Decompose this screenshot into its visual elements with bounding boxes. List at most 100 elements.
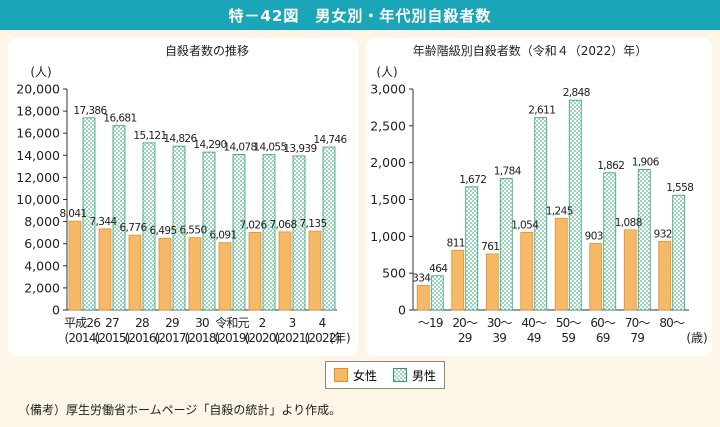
data-label-female: 1,054 [511,219,539,231]
bar-male [262,154,276,311]
x-tick-label: 80～ [659,316,685,330]
bar-male [292,155,306,311]
data-label-female: 7,344 [89,216,117,228]
data-label-male: 17,386 [73,105,107,117]
female-swatch [333,368,348,382]
bar-male [568,99,582,311]
bar-female [278,231,292,311]
y-tick-label: 0 [52,303,60,318]
y-tick-label: 20,000 [16,82,60,97]
y-tick-label: 6,000 [24,236,60,251]
bar-female [68,220,82,311]
x-tick-label: 2 [259,316,266,330]
data-label-female: 932 [654,228,672,240]
y-tick-label: 2,000 [24,280,60,295]
data-label-male: 14,746 [313,134,347,146]
y-tick-label: 500 [382,266,406,281]
data-label-male: 14,055 [253,142,286,154]
x-tick-label-sub: 59 [561,331,575,345]
x-tick-label: 4 [319,316,326,330]
x-tick-label: 29 [165,316,179,330]
data-label-male: 1,784 [494,166,522,178]
x-tick-label-sub: (2017) [154,331,189,345]
x-tick-label-sub: (2014) [64,331,99,345]
bar-female [520,231,534,311]
bar-male [430,275,444,311]
y-tick-label: 12,000 [16,170,60,185]
bar-female [308,230,322,311]
bar-female [128,234,142,311]
x-tick-label-sub: (2022) [304,331,339,345]
legend-female-label: 女性 [352,368,377,383]
x-tick-label: 20～ [452,316,478,330]
bar-male [232,154,246,311]
y-axis-unit: (人) [376,65,397,79]
y-tick-label: 1,500 [370,192,406,207]
y-tick-label: 10,000 [16,192,60,207]
data-label-female: 1,088 [615,217,642,229]
data-label-female: 761 [481,241,499,253]
y-axis-unit: (人) [30,65,51,79]
y-tick-label: 14,000 [16,148,60,163]
bar-female [188,237,202,311]
figure-title: 特－42図 男女別・年代別自殺者数 [0,0,720,30]
chart-legend: 女性 男性 [325,361,445,389]
y-tick-label: 3,000 [370,82,406,97]
bar-female [623,229,637,311]
data-label-male: 14,290 [193,139,226,151]
data-label-male: 2,611 [528,105,555,117]
chart-title: 年齢階級別自殺者数（令和４（2022）年） [413,43,648,58]
bar-male [172,145,186,311]
bar-male [322,146,336,311]
bar-male [534,117,548,311]
data-label-female: 334 [412,272,431,284]
legend-male-label: 男性 [411,368,436,383]
x-tick-label: 70～ [625,316,651,330]
bar-male [603,172,617,311]
data-label-female: 811 [447,237,465,249]
x-tick-label: 60～ [590,316,616,330]
bar-female [658,240,672,311]
y-tick-label: 18,000 [16,104,60,119]
data-label-female: 6,091 [209,230,236,242]
data-label-female: 7,026 [239,219,267,231]
data-label-female: 7,068 [269,219,296,231]
y-tick-label: 4,000 [24,258,60,273]
x-tick-label: 30～ [487,316,513,330]
bar-female [589,243,603,311]
x-tick-label-sub: (2015) [94,331,129,345]
legend-female: 女性 [333,367,377,384]
chart-title: 自殺者数の推移 [165,43,249,58]
data-label-female: 903 [585,230,603,242]
x-tick-label: 28 [135,316,149,330]
x-tick-label-sub: 29 [458,331,472,345]
x-tick-label: 3 [289,316,296,330]
data-label-female: 8,041 [59,208,86,220]
bar-male [499,178,513,311]
x-tick-label: 平成26 [64,316,100,330]
bar-female [158,237,172,311]
bar-male [82,117,96,311]
bar-female [416,284,430,311]
data-label-male: 14,826 [163,133,197,145]
bar-female [98,228,112,311]
data-label-male: 1,862 [597,160,624,172]
bar-male [202,151,216,311]
x-tick-label-sub: (2018) [184,331,219,345]
data-label-male: 13,939 [283,143,316,155]
y-tick-label: 8,000 [24,214,60,229]
x-tick-label-sub: 79 [630,331,644,345]
bar-female [485,253,499,311]
data-label-female: 6,550 [179,225,206,237]
data-label-male: 2,848 [563,87,590,99]
x-axis-unit: (年) [329,331,350,345]
source-note: （備考）厚生労働省ホームページ「自殺の統計」より作成。 [18,403,342,417]
bar-female [554,217,568,311]
x-tick-label-sub: 49 [527,331,541,345]
bar-male [672,194,686,311]
bar-male [142,142,156,311]
y-tick-label: 1,000 [370,229,406,244]
x-tick-label: 50～ [556,316,582,330]
